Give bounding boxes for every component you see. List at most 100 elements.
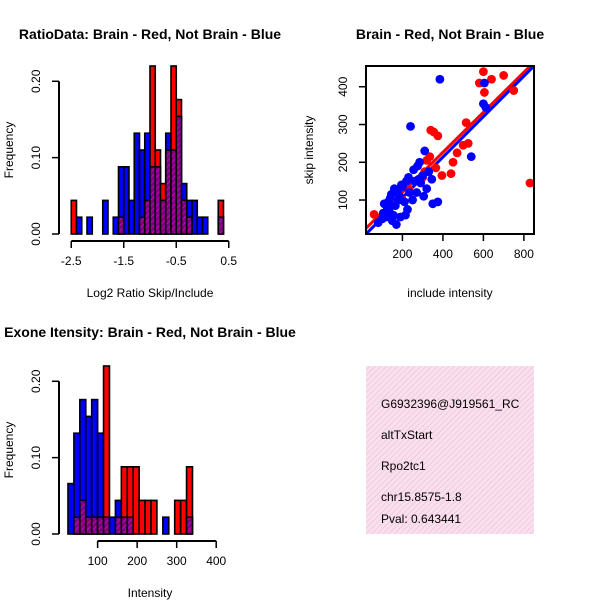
- ratio-hist-bar-not-brain: [101, 199, 109, 235]
- scatter-point-not-brain: [419, 191, 429, 201]
- scatter-point-not-brain: [435, 74, 445, 84]
- scatter-x-tick-label: 400: [433, 247, 453, 261]
- intensity-hist-x-tick-label: 400: [206, 554, 226, 568]
- scatter-y-tick-label: 100: [336, 190, 350, 210]
- intensity-hist-x-tick-label: 100: [88, 554, 108, 568]
- scatter-point-brain: [461, 118, 471, 128]
- scatter-axes: 200 400 600 800 100 200 300 400: [336, 65, 535, 261]
- intensity-hist-bar-overlap: [84, 516, 93, 535]
- info-line-pval: Pval: 0.643441: [381, 512, 461, 526]
- ratio-hist-title: RatioData: Brain - Red, Not Brain - Blue: [19, 26, 281, 42]
- scatter-point-brain: [480, 88, 489, 97]
- scatter-point-brain: [446, 169, 456, 178]
- intensity-hist-bar-not-brain: [90, 398, 99, 535]
- scatter-point-brain: [509, 86, 519, 95]
- scatter-point-not-brain: [412, 188, 422, 197]
- scatter-point-not-brain: [406, 122, 415, 131]
- info-line-event: altTxStart: [381, 428, 433, 442]
- intensity-hist-ylabel: Frequency: [2, 422, 16, 479]
- intensity-hist-bar-brain: [102, 365, 111, 535]
- ratio-hist-panel: RatioData: Brain - Red, Not Brain - Blue…: [2, 26, 281, 300]
- scatter-point-not-brain: [400, 197, 409, 207]
- scatter-point-brain: [487, 74, 496, 84]
- ratio-hist-y-tick-label: 0.20: [29, 69, 43, 93]
- intensity-hist-bar-overlap: [102, 516, 111, 535]
- ratio-hist-bar-overlap: [175, 115, 183, 235]
- ratio-hist-bar-overlap: [217, 216, 225, 235]
- scatter-panel: Brain - Red, Not Brain - Blue include in…: [302, 26, 544, 300]
- scatter-point-brain: [425, 152, 435, 162]
- scatter-point-not-brain: [388, 210, 398, 220]
- scatter-point-not-brain: [424, 167, 434, 177]
- intensity-hist-bar-not-brain: [84, 415, 93, 535]
- ratio-hist-xlabel: Log2 Ratio Skip/Include: [87, 286, 214, 300]
- ratio-hist-x-tick-label: -1.5: [113, 254, 134, 268]
- scatter-point-not-brain: [466, 152, 476, 162]
- intensity-hist-axes: 100 200 300 400 0.00 0.10 0.20: [29, 369, 227, 568]
- scatter-point-brain: [431, 163, 441, 173]
- info-line-locus: chr15.8575-1.8: [381, 490, 462, 504]
- intensity-hist-bar-overlap: [185, 516, 194, 535]
- intensity-hist-bars: [67, 365, 194, 535]
- scatter-plot-area: [366, 66, 534, 234]
- scatter-point-not-brain: [415, 157, 425, 167]
- intensity-hist-x-tick-label: 200: [127, 554, 147, 568]
- info-line-id: G6932396@J919561_RC: [381, 397, 520, 411]
- scatter-y-tick-label: 200: [336, 152, 350, 172]
- scatter-title: Brain - Red, Not Brain - Blue: [356, 26, 544, 42]
- scatter-point-not-brain: [416, 178, 426, 188]
- intensity-hist-bar-brain: [173, 499, 182, 535]
- intensity-hist-x-tick-label: 300: [167, 554, 187, 568]
- scatter-x-tick-label: 600: [473, 247, 493, 261]
- intensity-hist-bar-brain: [150, 499, 158, 535]
- ratio-hist-bar-not-brain: [86, 216, 94, 235]
- scatter-y-tick-label: 300: [336, 114, 350, 134]
- ratio-hist-y-tick-label: 0.00: [29, 222, 43, 246]
- ratio-hist-bars: [70, 65, 225, 235]
- ratio-hist-axes: -2.5 -1.5 -0.5 0.5 0.00 0.10 0.20: [29, 69, 237, 268]
- scatter-point-brain: [499, 71, 509, 80]
- scatter-point-not-brain: [394, 191, 404, 201]
- ratio-hist-bar-not-brain: [75, 216, 83, 235]
- ratio-hist-y-tick-label: 0.10: [29, 146, 43, 170]
- scatter-point-not-brain: [408, 195, 417, 205]
- scatter-point-brain: [463, 138, 473, 148]
- ratio-hist-x-tick-label: -0.5: [166, 254, 187, 268]
- scatter-point-not-brain: [480, 78, 489, 88]
- ratio-hist-ylabel: Frequency: [2, 122, 16, 179]
- intensity-hist-title: Exone Itensity: Brain - Red, Not Brain -…: [4, 324, 296, 340]
- scatter-point-not-brain: [427, 174, 437, 184]
- scatter-point-brain: [478, 67, 488, 77]
- intensity-hist-bar-brain: [144, 499, 152, 535]
- intensity-hist-bar-overlap: [120, 516, 129, 535]
- intensity-hist-bar-overlap: [126, 516, 135, 535]
- intensity-hist-bar-brain: [179, 499, 188, 535]
- intensity-hist-y-tick-label: 0.10: [29, 446, 43, 470]
- scatter-point-not-brain: [433, 197, 443, 207]
- intensity-hist-bar-brain: [132, 465, 140, 535]
- scatter-x-tick-label: 200: [392, 247, 412, 261]
- intensity-hist-bar-overlap: [114, 516, 123, 535]
- intensity-hist-y-tick-label: 0.20: [29, 369, 43, 393]
- intensity-hist-bar-overlap: [96, 516, 105, 535]
- scatter-point-not-brain: [405, 188, 414, 197]
- info-line-gene: Rpo2tc1: [381, 459, 426, 473]
- intensity-hist-bar-overlap: [73, 516, 81, 535]
- scatter-x-tick-label: 800: [514, 247, 534, 261]
- scatter-point-brain: [452, 148, 462, 158]
- info-panel: G6932396@J919561_RC altTxStart Rpo2tc1 c…: [366, 366, 534, 534]
- info-panel-bg: [366, 366, 534, 534]
- scatter-xlabel: include intensity: [407, 286, 492, 300]
- scatter-point-brain: [437, 171, 447, 180]
- scatter-point-not-brain: [403, 205, 412, 214]
- intensity-hist-bar-not-brain: [108, 516, 117, 535]
- intensity-hist-bar-not-brain: [67, 482, 75, 535]
- scatter-point-brain: [448, 157, 458, 167]
- ratio-hist-bar-not-brain: [201, 216, 209, 235]
- scatter-ylabel: skip intensity: [302, 116, 316, 185]
- scatter-y-tick-label: 400: [336, 76, 350, 96]
- intensity-hist-bar-not-brain: [162, 516, 170, 535]
- scatter-point-brain: [369, 209, 379, 219]
- scatter-point-brain: [525, 178, 534, 188]
